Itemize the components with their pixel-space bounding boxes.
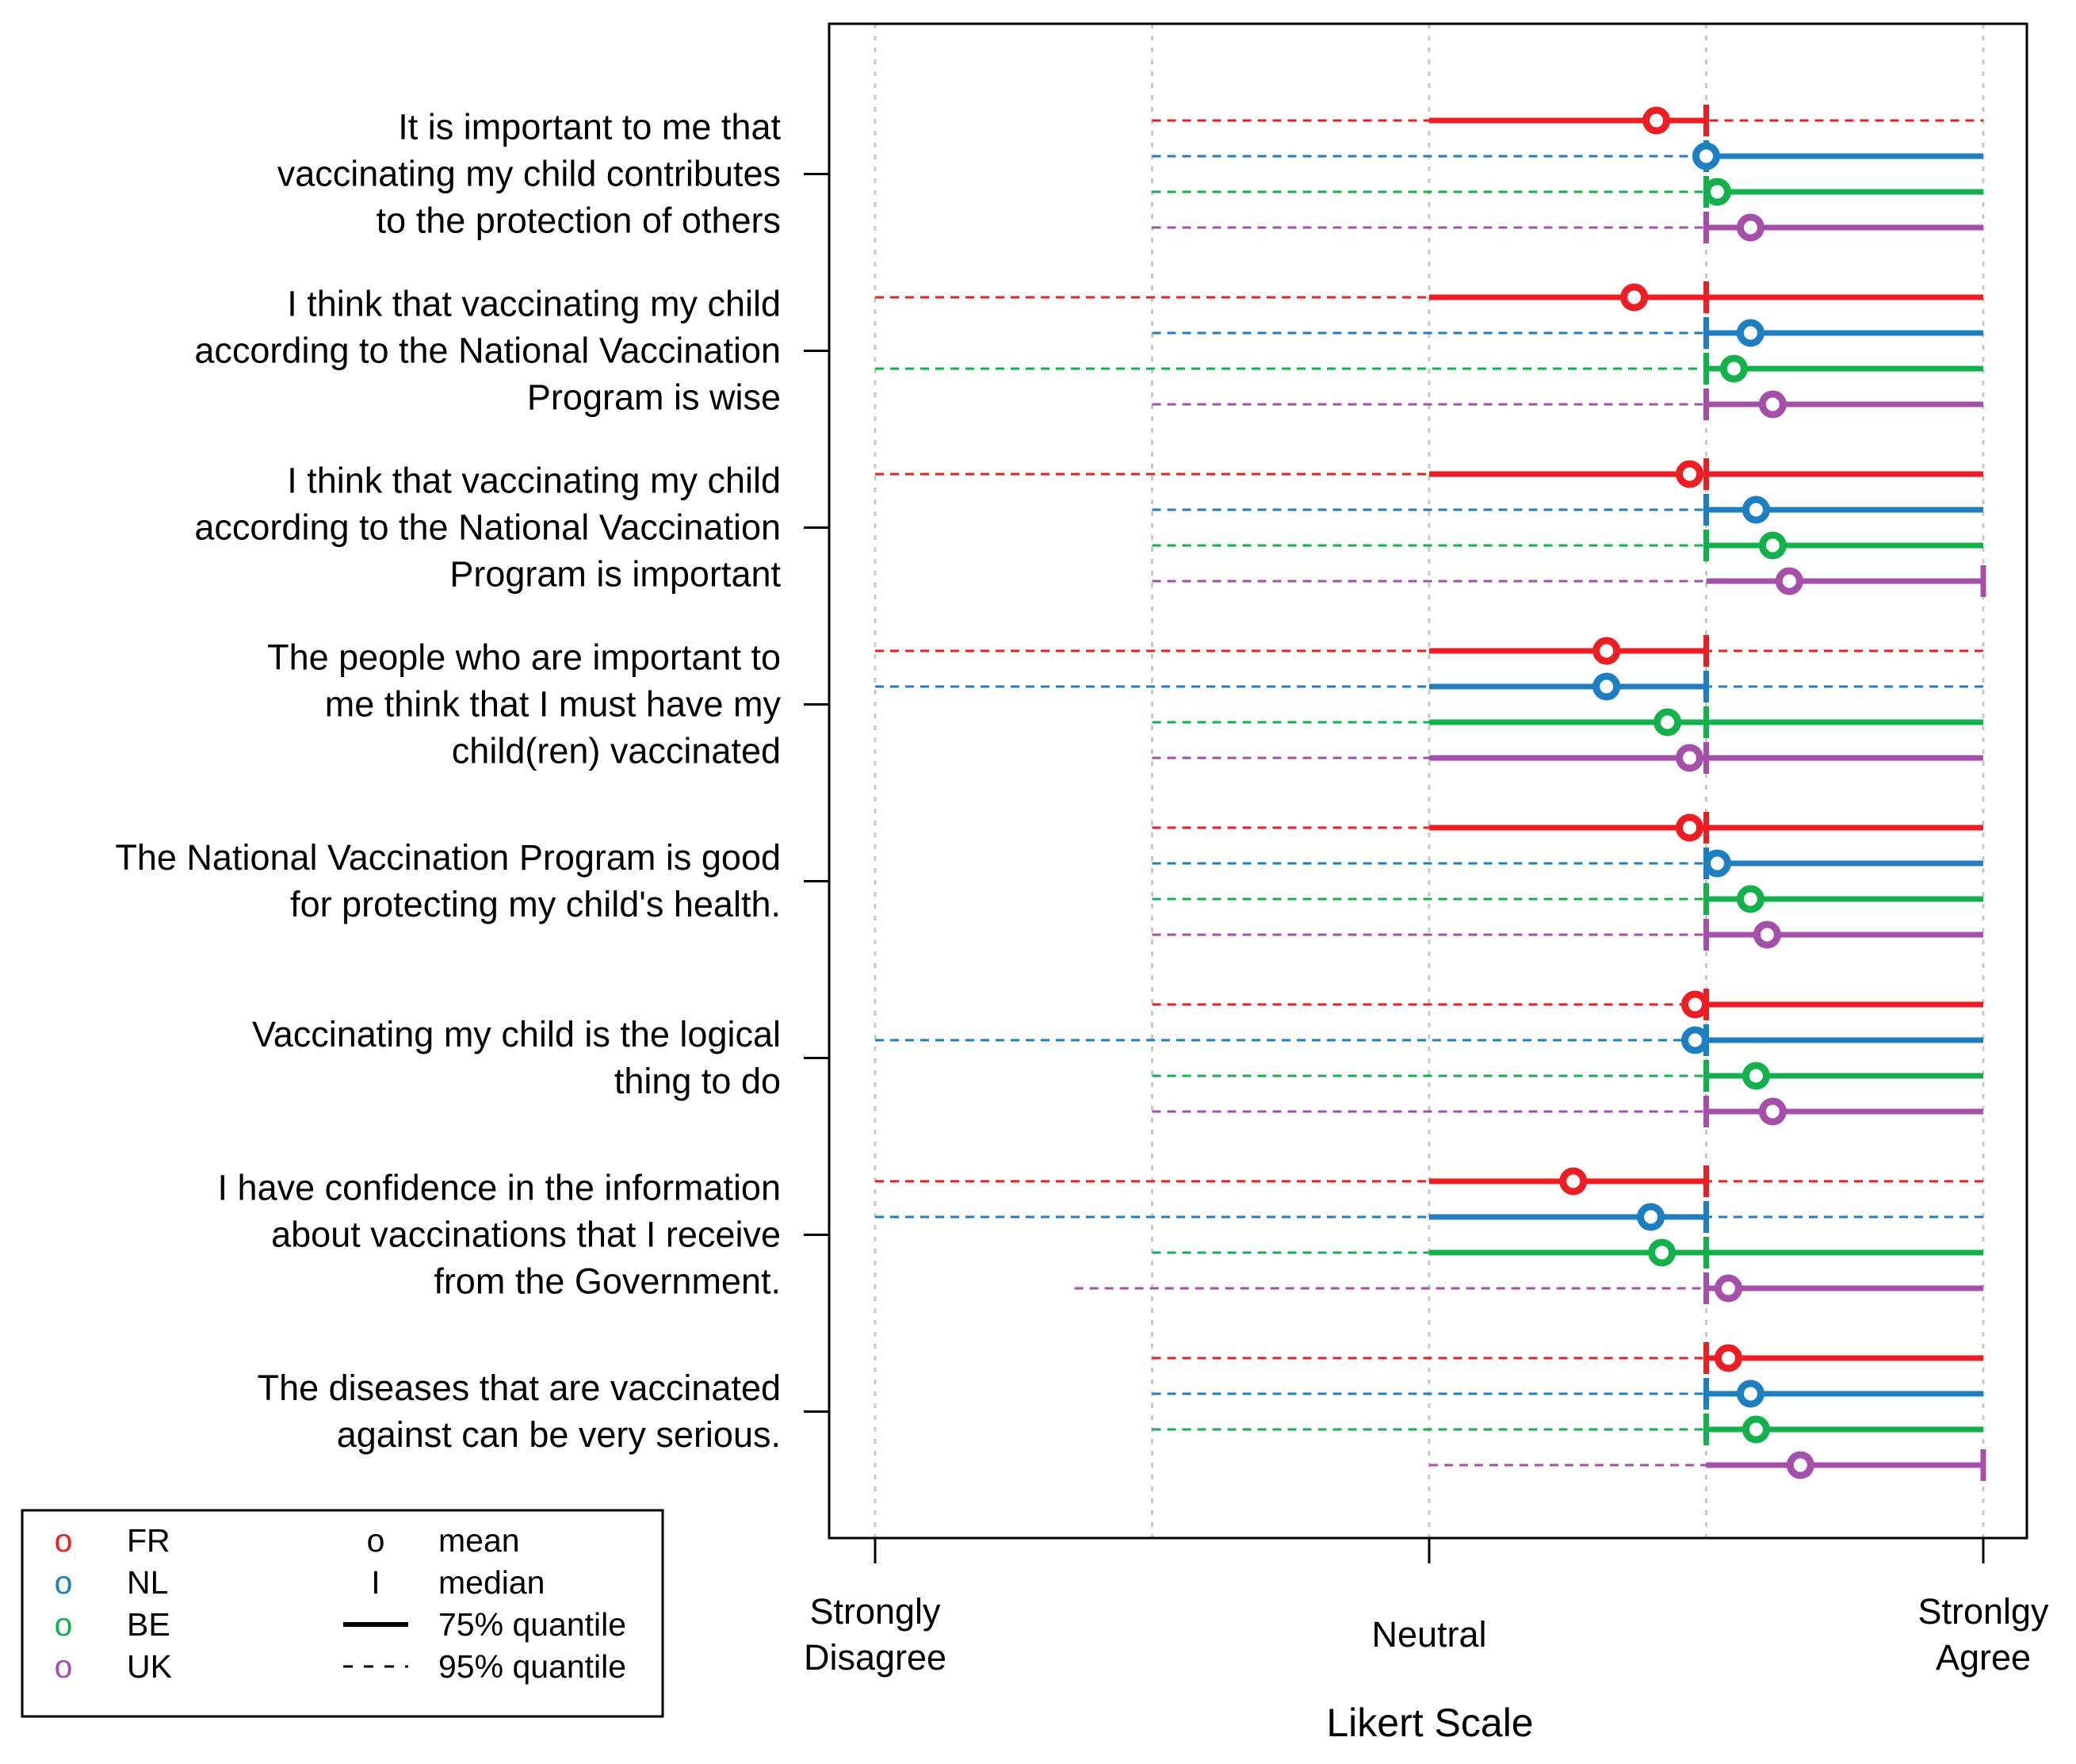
statement-label-line: Program is important [449,554,781,595]
quantile-lines [875,105,1986,1481]
statement-label-line: for protecting my child's health. [290,884,781,924]
statement-label-line: The National Vaccination Program is good [115,837,781,878]
mean-point-fr [1559,1167,1588,1196]
mean-point-uk [1676,744,1704,772]
legend-label-75-quantile: 75% quantile [438,1606,626,1643]
statement-label-line: I have confidence in the information [218,1168,781,1208]
mean-point-uk [1753,920,1781,949]
statement-label-line: Vaccinating my child is the logical [252,1014,781,1054]
mean-point-uk [1786,1451,1814,1479]
mean-point-nl [1736,1379,1764,1408]
x-gridlines [874,24,1985,1538]
statement-label-line: against can be very serious. [337,1414,781,1455]
mean-point-be [1736,885,1764,913]
x-axis-label: Likert Scale [1326,1701,1533,1745]
mean-point-be [1654,708,1682,737]
mean-point-uk [1775,567,1803,595]
statement-label-line: according to the National Vaccination [194,507,781,548]
statement-label-line: to the protection of others [377,201,781,241]
mean-point-fr [1620,283,1649,312]
mean-point-fr [1592,637,1621,665]
statement-label-line: I think that vaccinating my child [287,284,781,324]
legend-label-median: median [438,1564,545,1601]
mean-point-uk [1736,213,1764,242]
x-tick-label: Disagree [804,1637,946,1678]
statement-labels: It is important to me that vaccinating my… [115,107,829,1455]
mean-point-uk [1758,390,1787,419]
x-tick-label: Stronlgy [1917,1591,2049,1632]
statement-label-line: I think that vaccinating my child [287,461,781,501]
mean-point-be [1703,178,1731,206]
statement-label-line: child(ren) vaccinated [452,731,781,771]
legend-symbol-nl: o [55,1564,73,1601]
legend-label-be: BE [127,1606,170,1643]
legend-label-fr: FR [127,1522,170,1559]
legend-label-uk: UK [127,1648,172,1685]
mean-point-fr [1642,106,1671,135]
mean-point-fr [1714,1344,1742,1372]
mean-point-nl [1736,319,1764,347]
mean-point-fr [1676,460,1704,488]
legend-symbol-uk: o [55,1648,73,1685]
legend-glyph-mean: o [367,1522,385,1559]
legend-label-mean: mean [438,1522,520,1559]
mean-point-be [1741,1415,1770,1444]
statement-label-line: vaccinating my child contributes [277,154,781,194]
legend: o FR o NL o BE o UK o mean I median 75% quantile 95% … [21,1509,664,1718]
mean-point-nl [1637,1203,1665,1231]
statement-label-line: Program is wise [527,377,781,418]
mean-point-be [1648,1238,1676,1267]
mean-point-uk [1714,1274,1742,1303]
legend-symbol-fr: o [55,1522,73,1559]
statement-label-line: about vaccinations that I receive [271,1215,781,1255]
x-axis: Strongly Disagree Neutral Stronlgy Agree [804,1538,2049,1678]
statement-label-line: according to the National Vaccination [194,331,781,371]
mean-point-be [1719,354,1748,383]
x-tick-label: Neutral [1371,1614,1486,1655]
statement-label-line: The diseases that are vaccinated [258,1368,781,1408]
legend-label-nl: NL [127,1564,168,1601]
mean-point-fr [1681,990,1710,1019]
statement-label-line: The people who are important to [267,637,781,678]
statement-label-line: from the Government. [434,1261,781,1302]
x-tick-label: Agree [1936,1637,2031,1678]
mean-point-be [1758,531,1787,560]
mean-point-nl [1681,1026,1710,1054]
statement-label-line: me think that I must have my [325,684,782,725]
mean-point-nl [1692,142,1720,170]
mean-point-uk [1758,1097,1787,1126]
statement-label-line: It is important to me that [398,107,781,147]
mean-point-nl [1703,849,1731,878]
mean-point-be [1741,1062,1770,1090]
legend-label-95-quantile: 95% quantile [438,1648,626,1685]
mean-point-nl [1741,496,1770,524]
legend-glyph-median: I [371,1564,380,1601]
x-tick-label: Strongly [809,1591,941,1632]
statement-label-line: thing to do [614,1061,781,1101]
legend-symbol-be: o [55,1606,73,1643]
mean-point-fr [1676,813,1704,842]
legend-box [21,1509,664,1718]
mean-point-nl [1592,672,1621,701]
